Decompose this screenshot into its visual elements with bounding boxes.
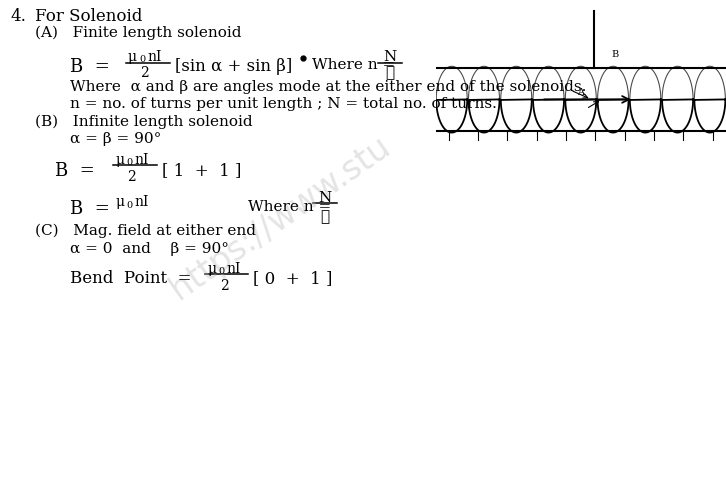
Text: https://www.stu: https://www.stu	[164, 130, 396, 306]
Text: 0: 0	[139, 55, 145, 64]
Text: For Solenoid: For Solenoid	[35, 8, 142, 25]
Text: B  =: B =	[70, 200, 110, 218]
Text: [ 0  +  1 ]: [ 0 + 1 ]	[253, 270, 333, 287]
Text: nI: nI	[134, 153, 148, 167]
Text: B: B	[611, 50, 619, 59]
Text: B  =: B =	[70, 58, 110, 76]
Text: B  =: B =	[55, 162, 95, 180]
Text: α = β = 90°: α = β = 90°	[70, 132, 161, 146]
Text: N: N	[383, 50, 396, 64]
Text: [ 1  +  1 ]: [ 1 + 1 ]	[162, 162, 241, 179]
Text: 0: 0	[126, 201, 132, 210]
Text: [sin α + sin β]: [sin α + sin β]	[175, 58, 293, 75]
Text: 0: 0	[218, 267, 224, 276]
Text: μ: μ	[115, 195, 124, 209]
Text: Where n =: Where n =	[248, 200, 331, 214]
Text: 2: 2	[126, 170, 135, 184]
Text: 4.: 4.	[10, 8, 26, 25]
Text: n = no. of turns per unit length ; N = total no. of turns.: n = no. of turns per unit length ; N = t…	[70, 97, 497, 111]
Text: (A)   Finite length solenoid: (A) Finite length solenoid	[35, 26, 242, 40]
Text: nI: nI	[226, 262, 240, 276]
Text: nI: nI	[147, 50, 161, 64]
Text: ℓ: ℓ	[386, 66, 394, 80]
Text: ℓ: ℓ	[320, 210, 330, 224]
Text: 2: 2	[139, 66, 148, 80]
Text: α = 0  and    β = 90°: α = 0 and β = 90°	[70, 242, 229, 256]
Text: Where n =: Where n =	[312, 58, 395, 72]
Text: (C)   Mag. field at either end: (C) Mag. field at either end	[35, 224, 256, 239]
Text: A: A	[577, 87, 584, 97]
Text: μ: μ	[128, 50, 137, 64]
Text: μ: μ	[115, 153, 124, 167]
Text: N: N	[319, 191, 332, 205]
Text: 2: 2	[220, 279, 229, 293]
Text: 0: 0	[126, 158, 132, 167]
Text: (B)   Infinite length solenoid: (B) Infinite length solenoid	[35, 115, 253, 130]
Text: μ: μ	[207, 262, 216, 276]
Text: Where  α and β are angles mode at the either end of the solenoids.: Where α and β are angles mode at the eit…	[70, 80, 587, 94]
Text: nI: nI	[134, 195, 148, 209]
Text: Bend  Point  =: Bend Point =	[70, 270, 192, 287]
